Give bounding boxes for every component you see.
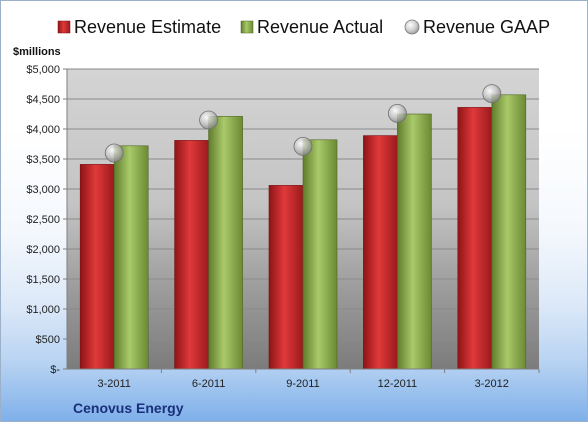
legend-swatch-revenue-estimate — [57, 20, 71, 34]
bar-revenue-actual — [208, 116, 243, 370]
marker-revenue-gaap — [387, 104, 407, 123]
legend: Revenue Estimate Revenue Actual Revenue … — [57, 17, 550, 37]
marker-revenue-gaap — [104, 143, 124, 163]
bar-revenue-actual — [491, 94, 527, 370]
y-tick-label: $3,500 — [26, 154, 60, 166]
bar-revenue-actual — [397, 113, 432, 370]
bar-revenue-actual — [302, 139, 338, 370]
legend-swatch-revenue-actual — [240, 20, 254, 34]
legend-label-revenue-gaap: Revenue GAAP — [423, 17, 550, 37]
y-tick-label: $4,500 — [26, 94, 60, 106]
y-tick-label: $- — [50, 364, 60, 376]
x-tick-label: 9-2011 — [286, 378, 319, 390]
y-axis-unit-label: $millions — [13, 46, 61, 58]
bars — [79, 94, 527, 370]
gaap-markers — [104, 84, 502, 163]
x-tick-label: 3-2011 — [97, 378, 130, 390]
bar-revenue-estimate — [268, 185, 304, 370]
bar-revenue-actual — [113, 145, 149, 370]
x-axis-ticks: 3-2011 6-2011 9-2011 12-2011 3-2012 — [97, 369, 540, 390]
y-tick-label: $500 — [36, 334, 60, 346]
marker-revenue-gaap — [482, 84, 502, 103]
y-tick-label: $1,500 — [26, 274, 60, 286]
bar-revenue-estimate — [79, 164, 115, 370]
legend-label-revenue-actual: Revenue Actual — [257, 17, 383, 37]
y-axis-ticks: $- $500 $1,000 $1,500 $2,000 $2,500 $3,000 $3,5… — [26, 64, 67, 376]
y-tick-label: $2,500 — [26, 214, 60, 226]
bar-revenue-estimate — [174, 140, 209, 370]
y-tick-label: $2,000 — [26, 244, 60, 256]
y-tick-label: $4,000 — [26, 124, 60, 136]
legend-label-revenue-estimate: Revenue Estimate — [74, 17, 221, 37]
y-tick-label: $3,000 — [26, 184, 60, 196]
bar-revenue-estimate — [457, 107, 493, 370]
y-tick-label: $5,000 — [26, 64, 60, 76]
x-tick-label: 6-2011 — [192, 378, 225, 390]
x-tick-label: 3-2012 — [475, 378, 509, 390]
bar-revenue-estimate — [363, 135, 398, 370]
marker-revenue-gaap — [199, 110, 219, 130]
company-name: Cenovus Energy — [73, 400, 184, 416]
x-tick-label: 12-2011 — [378, 378, 418, 390]
legend-marker-revenue-gaap — [404, 19, 420, 35]
y-tick-label: $1,000 — [26, 304, 60, 316]
marker-revenue-gaap — [293, 136, 313, 156]
